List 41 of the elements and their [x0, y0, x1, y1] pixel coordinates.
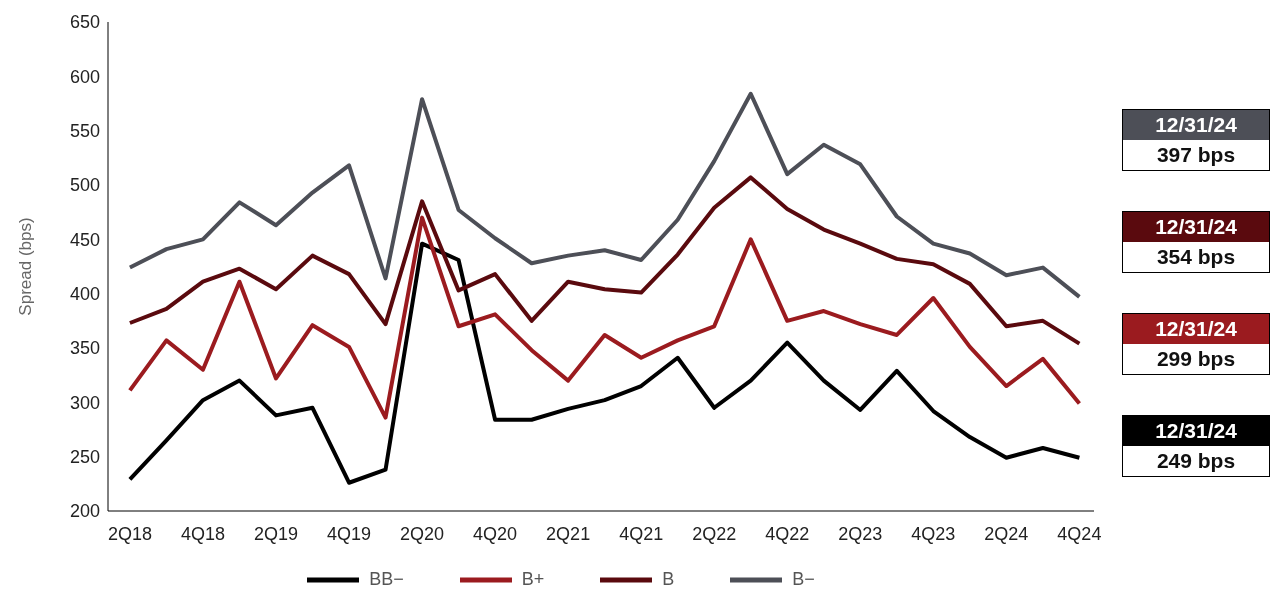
y-tick-label: 500	[69, 175, 100, 196]
text: 397 bps	[1123, 140, 1269, 170]
x-tick-label: 2Q22	[692, 523, 737, 544]
line-series	[127, 215, 1082, 420]
legend-label: B+	[521, 569, 545, 590]
x-tick-label: 2Q21	[546, 523, 591, 544]
y-tick-label: 650	[69, 12, 100, 33]
y-tick-label: 550	[69, 121, 100, 142]
legend-label: BB−	[369, 569, 404, 590]
line-series	[127, 91, 1082, 299]
text: 12/31/24	[1123, 314, 1269, 344]
x-tick-label: 4Q20	[473, 523, 518, 544]
y-tick-label: 600	[69, 66, 100, 87]
text: 299 bps	[1123, 344, 1269, 374]
x-tick-label: 4Q22	[765, 523, 810, 544]
x-tick-label: 4Q19	[327, 523, 372, 544]
x-tick-label: 2Q18	[107, 523, 152, 544]
text: 249 bps	[1123, 446, 1269, 476]
y-tick-label: 250	[69, 447, 100, 468]
y-tick-label: 400	[69, 284, 100, 305]
x-tick-label: 4Q21	[619, 523, 664, 544]
x-tick-label: 2Q24	[984, 523, 1029, 544]
x-tick-label: 4Q23	[911, 523, 956, 544]
y-tick-label: 200	[69, 501, 100, 522]
line-series	[127, 241, 1082, 485]
text: 12/31/24	[1123, 110, 1269, 140]
y-tick-label: 300	[69, 392, 100, 413]
x-tick-label: 4Q18	[180, 523, 225, 544]
y-tick-label: 450	[69, 229, 100, 250]
x-tick-label: 2Q19	[253, 523, 299, 544]
y-tick-label: 350	[69, 338, 100, 359]
text: 12/31/24	[1123, 212, 1269, 242]
x-tick-label: 2Q20	[400, 523, 445, 544]
line-series	[127, 175, 1082, 346]
x-tick-label: 4Q24	[1057, 523, 1102, 544]
text: 12/31/24	[1123, 416, 1269, 446]
y-axis-title: Spread (bps)	[16, 217, 36, 316]
legend-label: B−	[792, 569, 815, 590]
legend-label: B	[662, 569, 675, 590]
x-tick-label: 2Q23	[838, 523, 883, 544]
text: 354 bps	[1123, 242, 1269, 272]
